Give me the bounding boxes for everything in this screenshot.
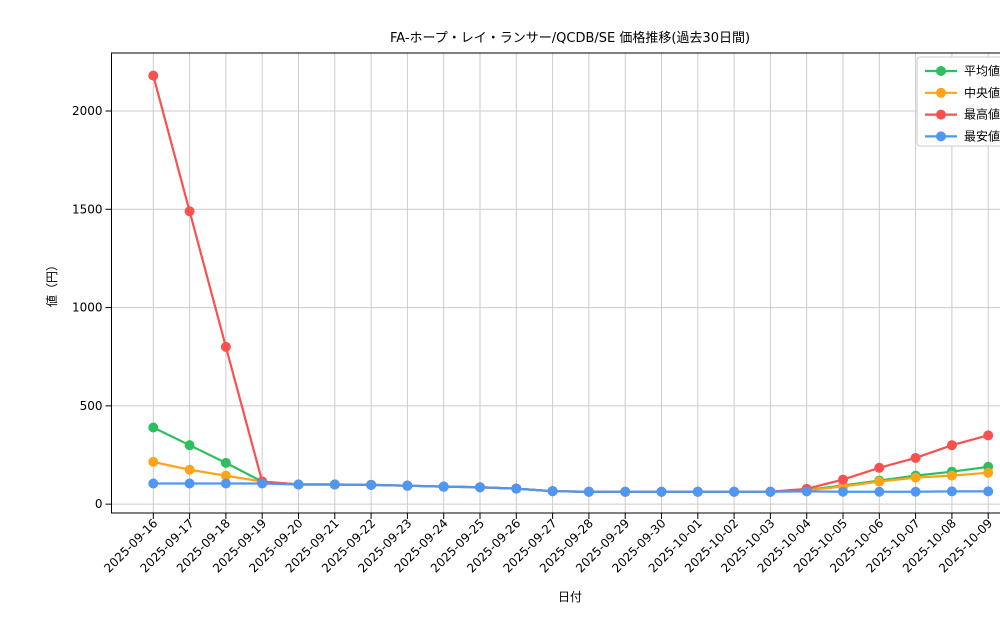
y-tick-label: 500 — [80, 399, 103, 413]
data-point — [148, 457, 158, 467]
y-tick-label: 1000 — [72, 301, 103, 315]
data-point — [983, 468, 993, 478]
legend-marker — [936, 66, 946, 76]
x-axis-label: 日付 — [558, 590, 582, 604]
axis-tick-labels: 05001000150020002025-09-162025-09-172025… — [72, 104, 995, 575]
series-group — [148, 71, 993, 497]
y-tick-label: 2000 — [72, 104, 103, 118]
axis-ticks — [106, 111, 989, 519]
legend-marker — [936, 88, 946, 98]
data-point — [221, 342, 231, 352]
data-point — [838, 487, 848, 497]
data-point — [874, 477, 884, 487]
data-point — [148, 422, 158, 432]
data-point — [185, 440, 195, 450]
data-point — [947, 471, 957, 481]
data-point — [366, 480, 376, 490]
y-tick-label: 1500 — [72, 202, 103, 216]
data-point — [185, 465, 195, 475]
chart-title: FA-ホープ・レイ・ランサー/QCDB/SE 価格推移(過去30日間) — [390, 30, 750, 46]
data-point — [838, 475, 848, 485]
data-point — [983, 486, 993, 496]
legend-label: 最高値 — [964, 107, 1000, 122]
data-point — [947, 440, 957, 450]
data-point — [983, 430, 993, 440]
data-point — [511, 484, 521, 494]
data-point — [584, 487, 594, 497]
gridlines — [112, 53, 1000, 513]
data-point — [947, 486, 957, 496]
data-point — [729, 487, 739, 497]
data-point — [620, 487, 630, 497]
data-point — [439, 482, 449, 492]
data-point — [221, 458, 231, 468]
legend-label: 中央値 — [964, 85, 1000, 100]
series-line — [153, 462, 988, 492]
data-point — [221, 479, 231, 489]
y-tick-label: 0 — [95, 497, 103, 511]
data-point — [257, 479, 267, 489]
data-point — [911, 473, 921, 483]
legend-label: 平均値 — [964, 63, 1000, 78]
legend-marker — [936, 110, 946, 120]
data-point — [294, 479, 304, 489]
data-point — [874, 487, 884, 497]
y-axis-label: 値（円） — [44, 259, 59, 307]
data-point — [148, 479, 158, 489]
data-point — [765, 487, 775, 497]
data-point — [802, 486, 812, 496]
series-line — [153, 76, 988, 492]
data-point — [911, 453, 921, 463]
data-point — [185, 479, 195, 489]
data-point — [911, 487, 921, 497]
series-平均値 — [148, 422, 993, 496]
data-point — [148, 71, 158, 81]
data-point — [185, 206, 195, 216]
chart-canvas: 05001000150020002025-09-162025-09-172025… — [40, 16, 1000, 616]
series-最高値 — [148, 71, 993, 497]
data-point — [402, 481, 412, 491]
data-point — [657, 487, 667, 497]
legend-label: 最安値 — [964, 128, 1000, 143]
data-point — [330, 479, 340, 489]
legend-marker — [936, 131, 946, 141]
data-point — [874, 463, 884, 473]
data-point — [548, 486, 558, 496]
data-point — [475, 482, 485, 492]
data-point — [693, 487, 703, 497]
plot-border — [112, 53, 1000, 513]
